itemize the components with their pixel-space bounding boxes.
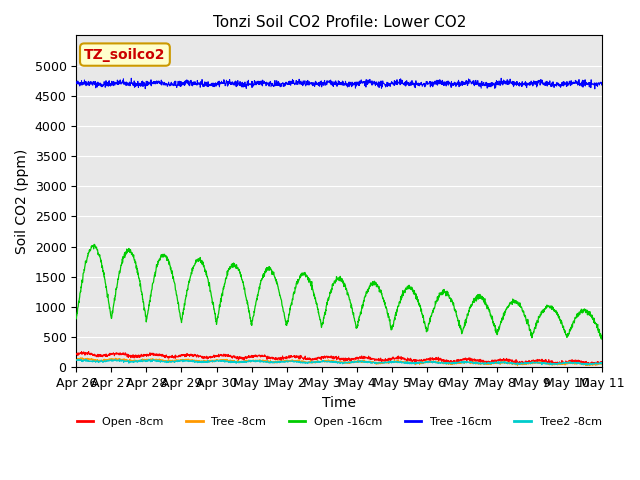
X-axis label: Time: Time xyxy=(322,396,356,410)
Y-axis label: Soil CO2 (ppm): Soil CO2 (ppm) xyxy=(15,149,29,254)
Text: TZ_soilco2: TZ_soilco2 xyxy=(84,48,166,61)
Legend: Open -8cm, Tree -8cm, Open -16cm, Tree -16cm, Tree2 -8cm: Open -8cm, Tree -8cm, Open -16cm, Tree -… xyxy=(72,413,606,432)
Title: Tonzi Soil CO2 Profile: Lower CO2: Tonzi Soil CO2 Profile: Lower CO2 xyxy=(212,15,466,30)
